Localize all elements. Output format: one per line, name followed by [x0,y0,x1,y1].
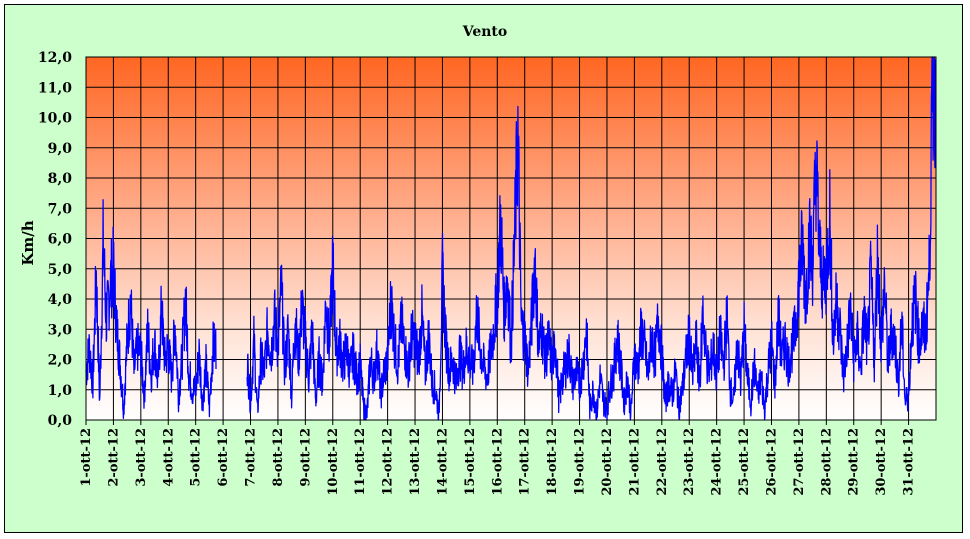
x-tick-label: 4-ott-12 [161,428,176,487]
x-tick-label: 29-ott-12 [847,428,862,496]
x-tick-label: 10-ott-12 [326,428,341,496]
x-tick-label: 20-ott-12 [600,428,615,496]
x-tick-label: 21-ott-12 [627,428,642,496]
x-tick-label: 19-ott-12 [573,428,588,496]
y-tick-label: 12,0 [38,50,72,66]
x-tick-label: 8-ott-12 [271,428,286,487]
y-tick-label: 1,0 [48,383,73,399]
y-axis-ticks: 0,0 1,0 2,0 3,0 4,0 5,0 6,0 7,0 8,0 9,0 10,0 11,0 12… [38,50,72,429]
y-tick-label: 7,0 [48,201,73,217]
x-tick-label: 15-ott-12 [463,428,478,496]
y-axis-label: Km/h [19,220,37,265]
x-tick-label: 30-ott-12 [874,428,889,496]
x-tick-label: 1-ott-12 [79,428,94,487]
x-tick-label: 14-ott-12 [435,428,450,496]
x-tick-label: 31-ott-12 [902,428,917,496]
x-tick-label: 5-ott-12 [189,428,204,487]
x-tick-label: 18-ott-12 [545,428,560,496]
x-tick-label: 2-ott-12 [106,428,121,487]
x-tick-label: 26-ott-12 [764,428,779,496]
wind-series-line [85,199,217,420]
x-tick-label: 13-ott-12 [408,428,423,496]
y-tick-label: 3,0 [48,322,73,338]
x-tick-label: 16-ott-12 [490,428,505,496]
x-axis-ticks: 1-ott-12 2-ott-12 3-ott-12 4-ott-12 5-ott-12… [79,420,917,496]
y-tick-label: 8,0 [48,171,73,187]
x-tick-label: 27-ott-12 [792,428,807,496]
x-tick-label: 28-ott-12 [819,428,834,496]
x-tick-label: 25-ott-12 [737,428,752,496]
y-tick-label: 11,0 [38,80,72,96]
y-tick-label: 10,0 [38,111,72,127]
y-tick-label: 0,0 [48,413,73,429]
x-tick-label: 22-ott-12 [655,428,670,496]
y-tick-label: 2,0 [48,353,73,369]
y-tick-label: 9,0 [48,141,73,157]
x-tick-label: 6-ott-12 [216,428,231,487]
chart-title: Vento [462,24,507,40]
x-tick-label: 12-ott-12 [381,428,396,496]
x-tick-label: 11-ott-12 [353,428,368,496]
wind-series-line [246,56,937,421]
y-tick-label: 4,0 [48,292,73,308]
plot-border [85,56,937,421]
x-tick-label: 23-ott-12 [682,428,697,496]
x-tick-label: 24-ott-12 [710,428,725,496]
y-tick-label: 6,0 [48,232,73,248]
x-tick-label: 9-ott-12 [298,428,313,487]
x-tick-label: 17-ott-12 [518,428,533,496]
series-layer [85,56,937,421]
y-tick-label: 5,0 [48,262,73,278]
x-tick-label: 3-ott-12 [134,428,149,487]
x-tick-label: 7-ott-12 [244,428,259,487]
